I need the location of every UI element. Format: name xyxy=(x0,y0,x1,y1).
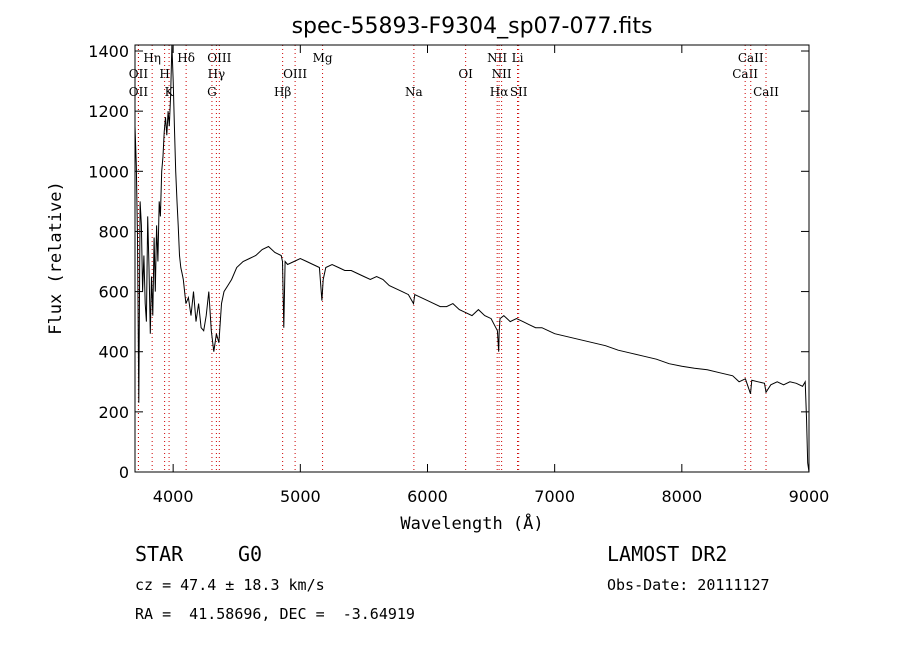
x-axis-ticks: 4000 5000 6000 7000 8000 9000 xyxy=(153,45,830,506)
chart-title: spec-55893-F9304_sp07-077.fits xyxy=(292,14,653,39)
observation-date: Obs-Date: 20111127 xyxy=(607,576,770,594)
y-tick-label: 600 xyxy=(98,283,129,302)
line-marker-label: OI xyxy=(458,67,473,81)
x-tick-label: 4000 xyxy=(153,487,194,506)
line-marker-label: K xyxy=(165,85,175,99)
line-marker-label: NII xyxy=(487,51,507,65)
line-marker-label: Hγ xyxy=(208,67,226,81)
line-marker-label: Hη xyxy=(143,51,161,65)
y-tick-label: 0 xyxy=(119,463,129,482)
line-marker-label: Li xyxy=(512,51,524,65)
x-tick-label: 7000 xyxy=(534,487,575,506)
y-tick-label: 800 xyxy=(98,222,129,241)
y-tick-label: 200 xyxy=(98,403,129,422)
survey-name: LAMOST DR2 xyxy=(607,542,728,566)
line-marker-label: Hα xyxy=(490,85,509,99)
x-axis-label: Wavelength (Å) xyxy=(400,512,543,534)
line-marker-label: CaII xyxy=(738,51,764,65)
line-marker-label: OIII xyxy=(207,51,231,65)
line-marker-label: NII xyxy=(492,67,512,81)
x-tick-label: 8000 xyxy=(661,487,702,506)
spectrum-line xyxy=(134,44,810,473)
line-marker-label: Na xyxy=(405,85,423,99)
sky-coordinates: RA = 41.58696, DEC = -3.64919 xyxy=(135,605,415,623)
line-marker-label: OII xyxy=(129,85,149,99)
redshift-velocity: cz = 47.4 ± 18.3 km/s xyxy=(135,576,325,594)
line-marker-label: CaII xyxy=(732,67,758,81)
x-tick-label: 5000 xyxy=(280,487,321,506)
y-tick-label: 1200 xyxy=(88,102,129,121)
x-tick-label: 6000 xyxy=(407,487,448,506)
line-marker-label: SII xyxy=(510,85,528,99)
x-tick-label: 9000 xyxy=(789,487,830,506)
y-axis-label: Flux (relative) xyxy=(46,181,66,335)
line-marker-label: Hδ xyxy=(177,51,195,65)
line-marker-label: H xyxy=(159,67,169,81)
line-marker-label: CaII xyxy=(753,85,779,99)
y-tick-label: 1000 xyxy=(88,162,129,181)
line-marker-label: Mg xyxy=(313,51,333,65)
y-tick-label: 1400 xyxy=(88,42,129,61)
line-marker-label: Hβ xyxy=(274,85,291,99)
plot-frame xyxy=(134,44,810,473)
line-marker-label: G xyxy=(207,85,217,99)
y-axis-ticks: 0 200 400 600 800 1000 1200 1400 xyxy=(88,42,809,482)
object-subclass: G0 xyxy=(238,542,263,566)
line-marker-label: OIII xyxy=(283,67,307,81)
object-class: STAR xyxy=(135,542,184,566)
y-tick-label: 400 xyxy=(98,343,129,362)
